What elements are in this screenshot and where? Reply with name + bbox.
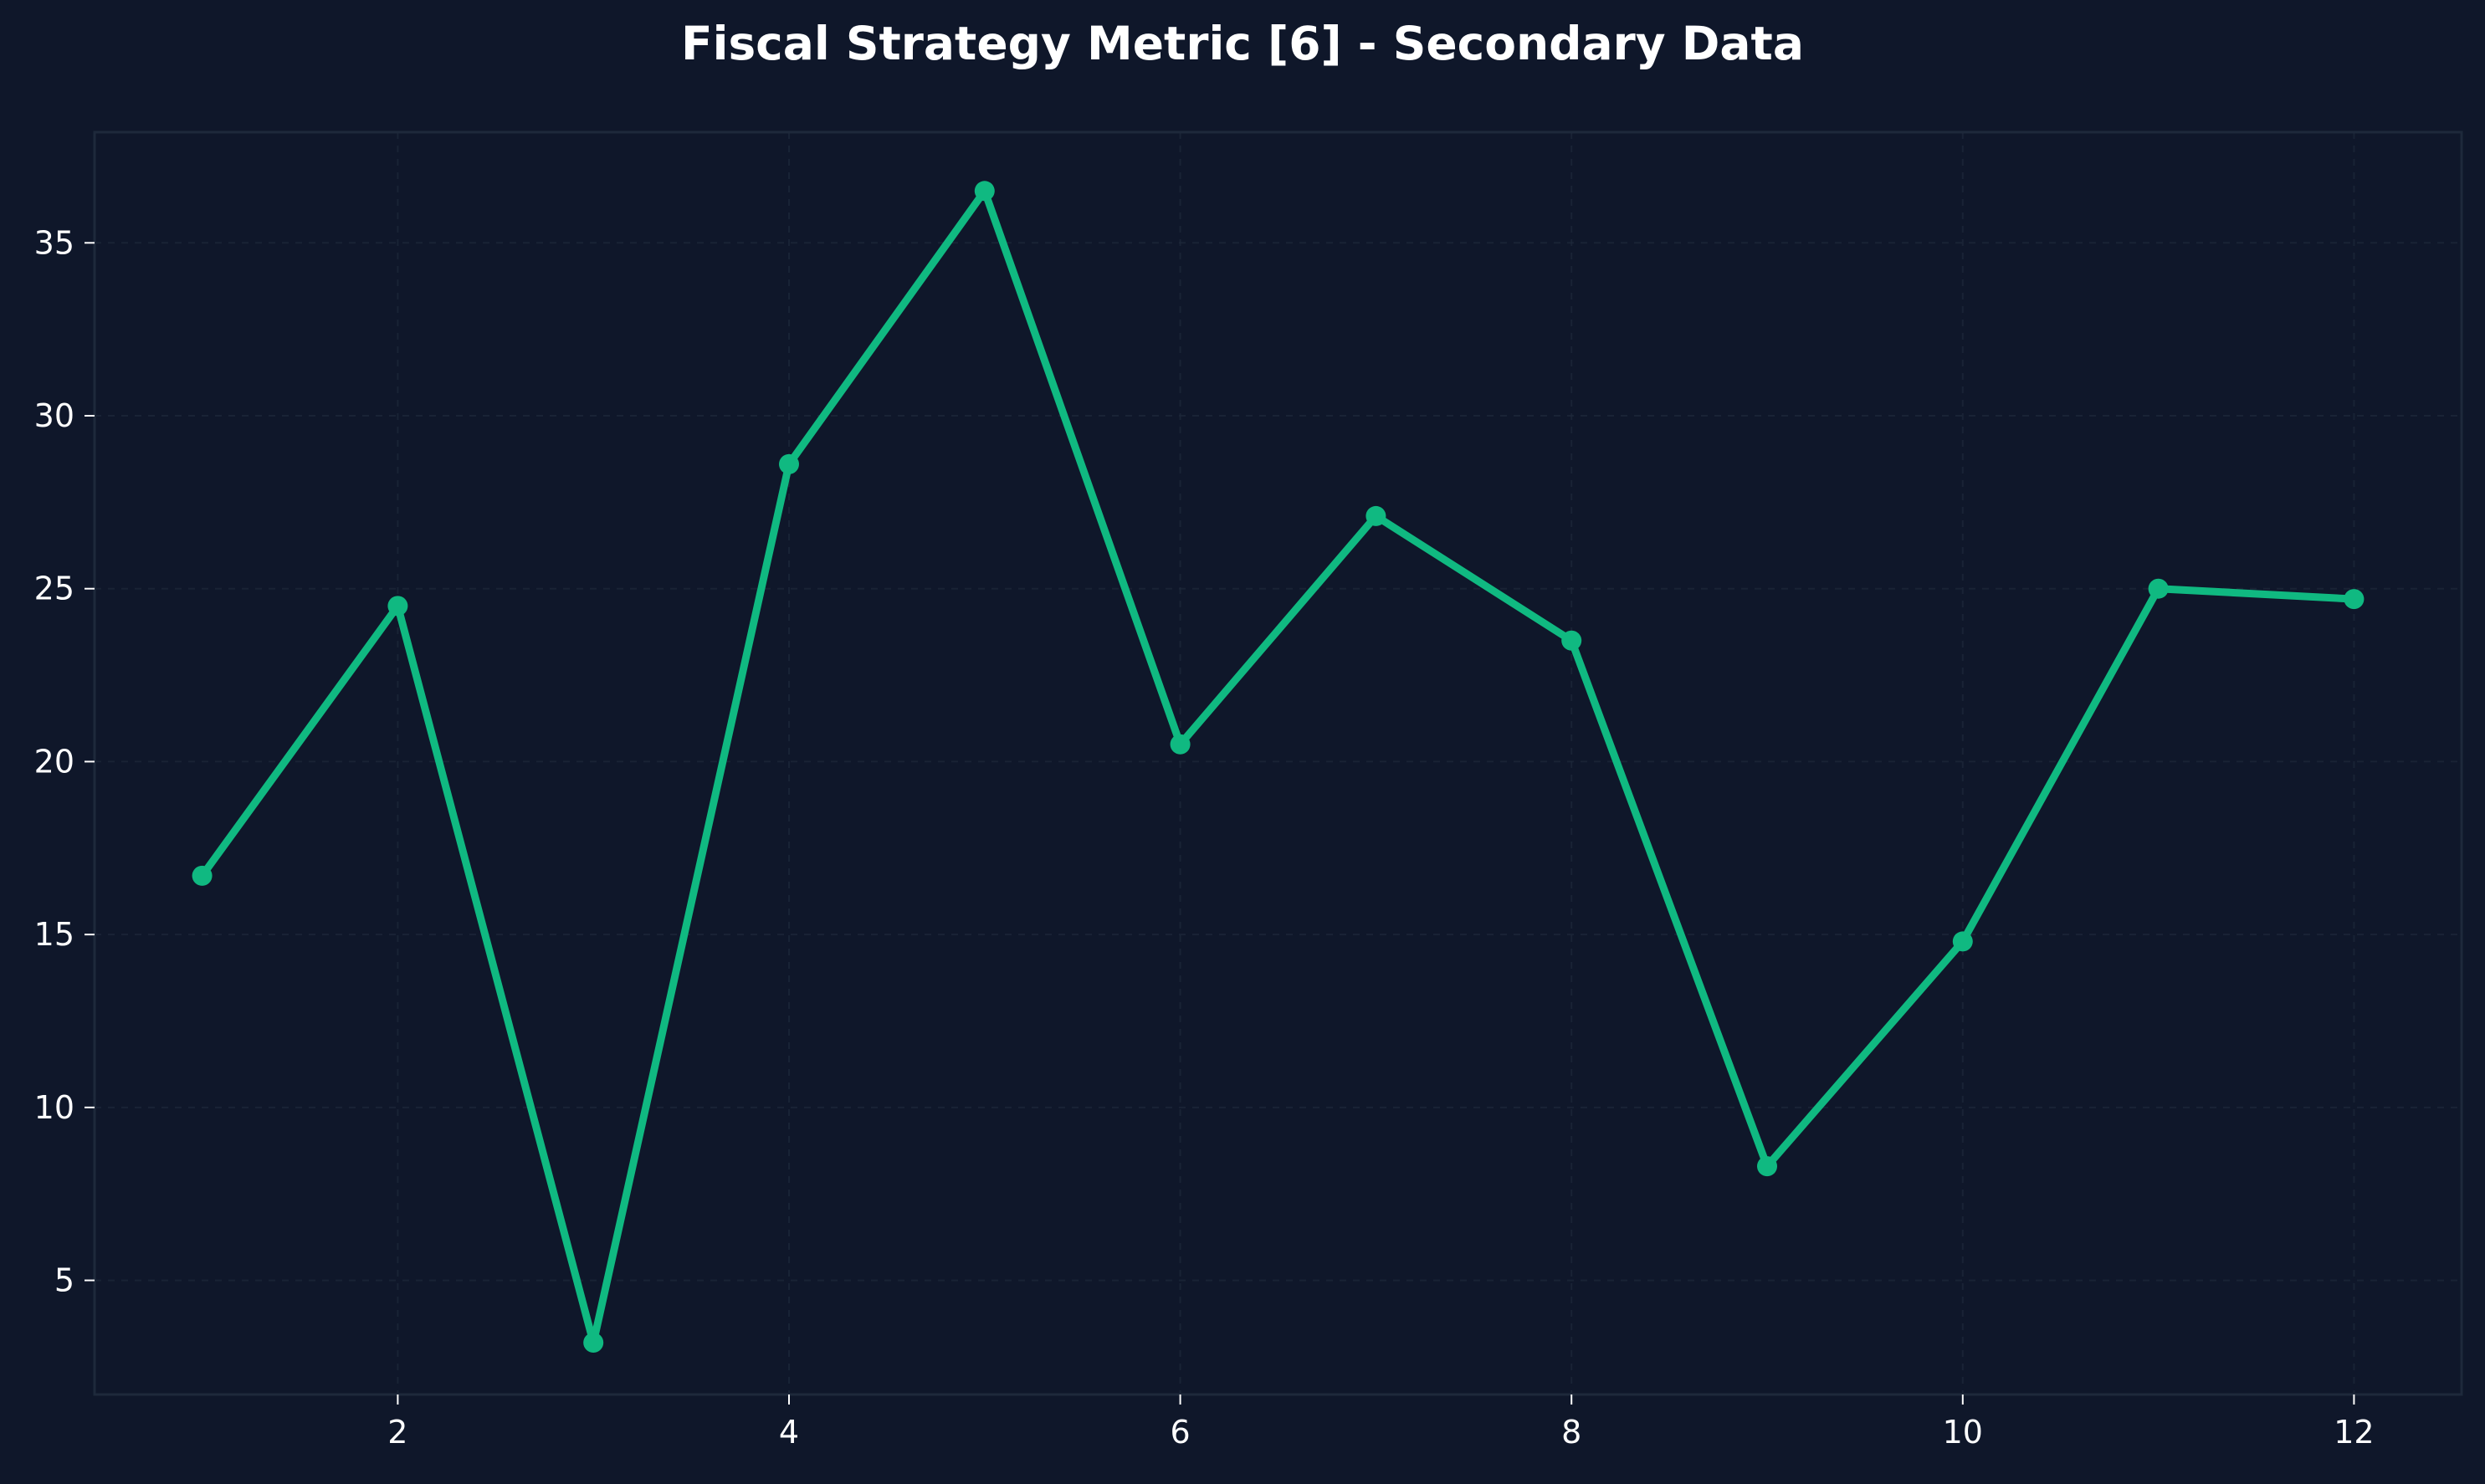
- x-tick-label: 8: [1561, 1414, 1581, 1451]
- data-point[interactable]: [1170, 734, 1191, 755]
- data-point[interactable]: [387, 596, 408, 617]
- data-point[interactable]: [1365, 505, 1386, 526]
- y-tick-label: 15: [34, 916, 74, 953]
- data-point[interactable]: [974, 181, 995, 202]
- data-point[interactable]: [583, 1332, 604, 1353]
- data-point[interactable]: [778, 453, 799, 474]
- plot-background: [95, 132, 2462, 1394]
- data-point[interactable]: [2344, 589, 2365, 610]
- y-tick-label: 10: [34, 1089, 74, 1126]
- x-tick-label: 12: [2334, 1414, 2374, 1451]
- y-tick-label: 25: [34, 571, 74, 607]
- data-point[interactable]: [1757, 1156, 1778, 1177]
- x-tick-label: 6: [1171, 1414, 1191, 1451]
- x-tick-label: 10: [1943, 1414, 1983, 1451]
- y-tick-label: 30: [34, 397, 74, 434]
- data-point[interactable]: [1952, 931, 1973, 952]
- data-point[interactable]: [2148, 578, 2169, 599]
- data-point[interactable]: [192, 865, 213, 886]
- y-tick-label: 20: [34, 743, 74, 780]
- axes-frame: [93, 130, 2463, 1396]
- x-tick-label: 4: [779, 1414, 799, 1451]
- x-tick-label: 2: [387, 1414, 407, 1451]
- chart-title: Fiscal Strategy Metric [6] - Secondary D…: [681, 17, 1804, 70]
- plot-area: 5 10 15 20 25 30 35 2 4 6 8 10 12: [34, 130, 2463, 1451]
- y-tick-label: 5: [54, 1262, 74, 1299]
- y-tick-label: 35: [34, 224, 74, 261]
- series-line: [198, 187, 2358, 1347]
- data-point[interactable]: [1561, 630, 1582, 651]
